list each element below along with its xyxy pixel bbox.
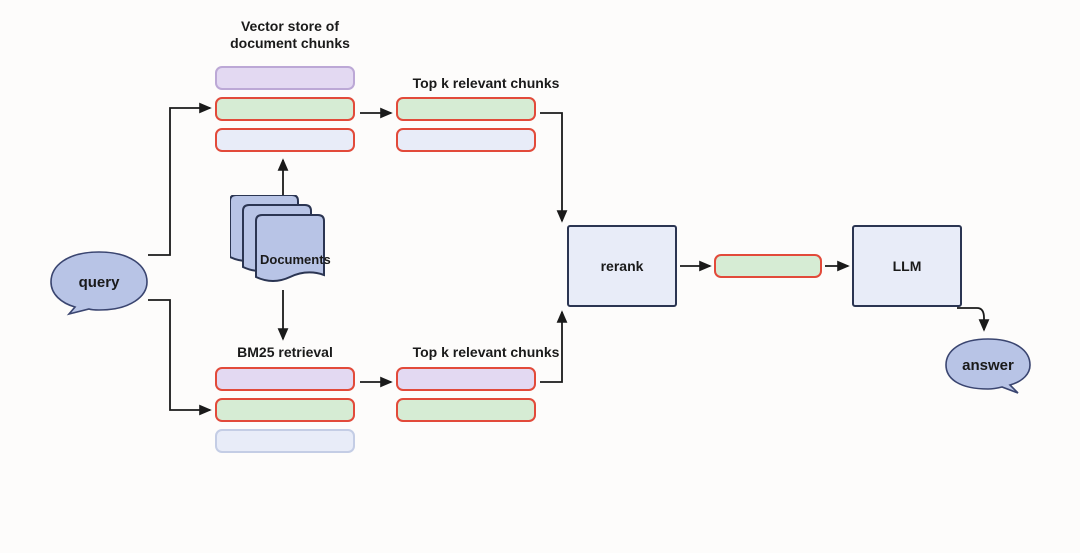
topk-lower-chunk [396, 398, 536, 422]
topk-lower-chunk [396, 367, 536, 391]
diagram-canvas: query answer Documents Vector store of docu… [0, 0, 1080, 553]
rerank-label: rerank [601, 258, 644, 274]
documents-label: Documents [260, 252, 331, 267]
vector-chunk [215, 66, 355, 90]
arrow [148, 300, 210, 410]
answer-label: answer [962, 357, 1014, 374]
arrow [540, 113, 562, 221]
reranked-chunk [714, 254, 822, 278]
llm-label: LLM [893, 258, 922, 274]
llm-box: LLM [852, 225, 962, 307]
vector-chunk [215, 128, 355, 152]
answer-bubble: answer [940, 335, 1036, 395]
query-bubble: query [45, 248, 153, 316]
topk-lower-label: Top k relevant chunks [396, 344, 576, 361]
bm25-chunk [215, 367, 355, 391]
bm25-chunk [215, 398, 355, 422]
arrow [148, 108, 210, 255]
topk-upper-label: Top k relevant chunks [396, 75, 576, 92]
vector-store-label: Vector store of document chunks [210, 18, 370, 52]
bm25-chunk [215, 429, 355, 453]
arrow [957, 308, 984, 330]
bm25-label: BM25 retrieval [215, 344, 355, 361]
rerank-box: rerank [567, 225, 677, 307]
query-label: query [79, 274, 120, 291]
documents-icon [230, 195, 336, 285]
topk-upper-chunk [396, 128, 536, 152]
vector-chunk [215, 97, 355, 121]
topk-upper-chunk [396, 97, 536, 121]
